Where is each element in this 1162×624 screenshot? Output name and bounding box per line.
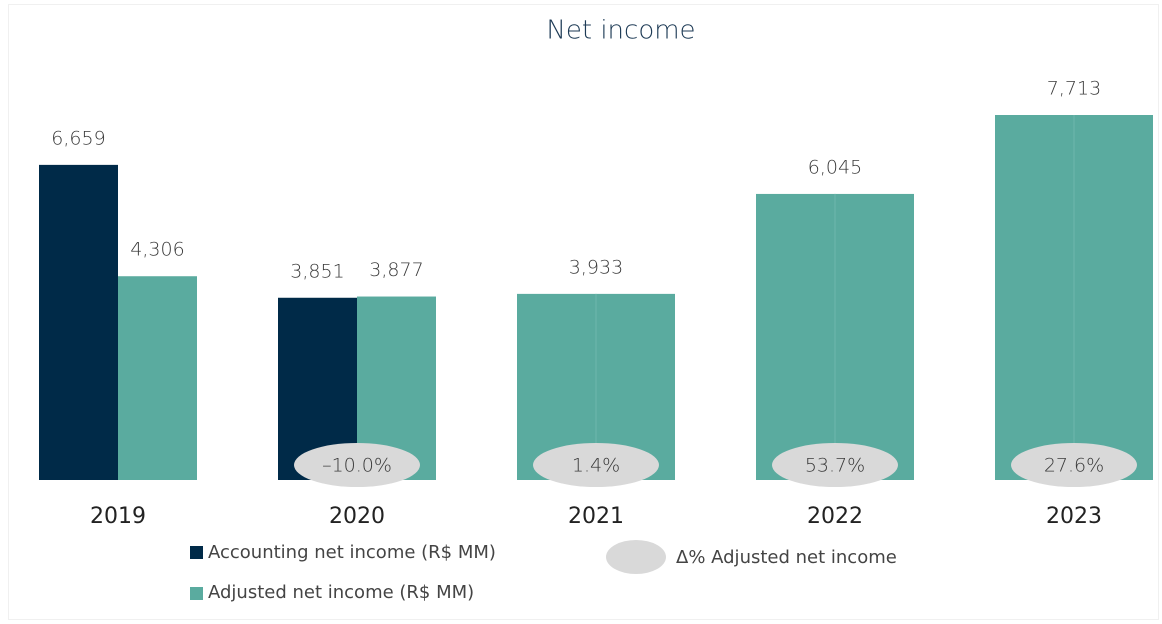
frame: [8, 4, 1159, 620]
legend-swatch: [190, 546, 203, 559]
value-label: 3,877: [369, 259, 423, 281]
legend-label: Accounting net income (R$ MM): [208, 542, 496, 563]
x-tick-label: 2021: [568, 504, 624, 529]
value-label: 4,306: [130, 239, 184, 261]
change-bubble: [294, 443, 420, 487]
bar: [39, 164, 118, 481]
legend-label: Δ% Adjusted net income: [676, 547, 897, 568]
change-label: 53.7%: [805, 455, 865, 477]
change-label: –10.0%: [322, 455, 392, 477]
legend-swatch: [190, 587, 203, 600]
legend-label: Adjusted net income (R$ MM): [208, 582, 474, 603]
bar: [118, 276, 197, 480]
x-tick-label: 2019: [90, 504, 146, 529]
change-label: 27.6%: [1044, 455, 1104, 477]
value-label: 6,045: [808, 156, 862, 178]
change-label: 1.4%: [572, 455, 620, 477]
value-label: 3,933: [569, 256, 623, 278]
change-bubble: [772, 443, 898, 487]
x-tick-label: 2022: [807, 504, 863, 529]
legend-swatch: [606, 540, 666, 574]
x-tick-label: 2023: [1046, 504, 1102, 529]
x-tick-label: 2020: [329, 504, 385, 529]
value-label: 3,851: [290, 260, 344, 282]
change-bubble: [1011, 443, 1137, 487]
chart-title: Net income: [546, 16, 695, 46]
value-label: 7,713: [1047, 78, 1101, 100]
value-label: 6,659: [51, 127, 105, 149]
change-bubble: [533, 443, 659, 487]
